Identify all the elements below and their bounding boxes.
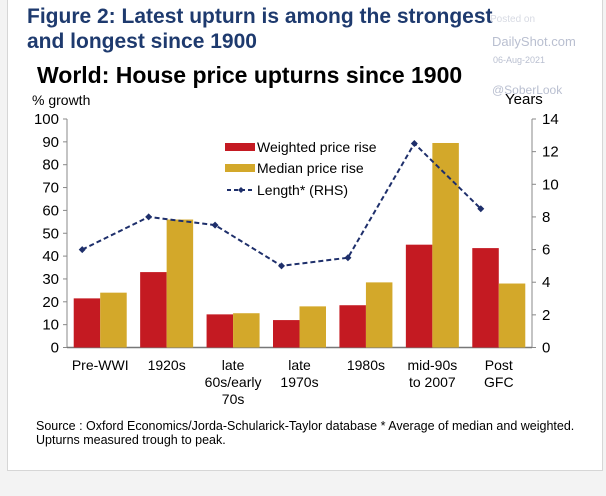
watermark-site: DailyShot.com	[492, 34, 576, 49]
bar-weighted	[405, 244, 433, 348]
bar-median	[365, 282, 393, 348]
bar-median	[498, 283, 526, 348]
y-axis-right-label: Years	[505, 91, 543, 108]
category-label: 60s/early	[205, 374, 262, 390]
bars	[73, 142, 526, 348]
length-point	[477, 205, 485, 213]
y-axis-left-label: % growth	[32, 92, 91, 108]
category-label: 1980s	[347, 357, 385, 373]
bar-median	[233, 313, 260, 348]
bar-median	[166, 219, 194, 348]
y-tick-label-right: 10	[542, 176, 559, 193]
category-label: Pre-WWI	[72, 357, 129, 373]
legend-swatch-median	[225, 164, 255, 172]
y-tick-label-right: 6	[542, 242, 550, 259]
figure-title-line2: and longest since 1900	[27, 30, 257, 53]
y-tick-label-right: 8	[542, 209, 550, 226]
y-tick-label-right: 2	[542, 307, 550, 324]
y-tick-label-left: 50	[42, 225, 59, 242]
length-point	[344, 254, 352, 262]
category-label: 1970s	[280, 374, 318, 390]
watermark-handle: @SoberLook	[492, 83, 563, 97]
figure-card	[7, 0, 603, 471]
category-label: Post	[485, 357, 513, 373]
category-labels: Pre-WWI 1920s late60s/early70slate1970s198…	[72, 357, 514, 407]
chart-title: World: House price upturns since 1900	[37, 62, 463, 88]
bar-weighted	[140, 272, 167, 348]
chart-plot: 0 10 20 30 40 50 60 70 80 90 100 0 2 4 6 8 10 12 14 Pre-WW…	[34, 111, 559, 407]
y-tick-label-left: 20	[42, 294, 59, 311]
bar-weighted	[339, 305, 366, 348]
length-point	[78, 246, 86, 254]
y-tick-label-left: 70	[42, 180, 59, 197]
y-tick-label-right: 0	[542, 340, 550, 357]
watermark-posted: Posted on	[490, 14, 536, 25]
y-tick-label-left: 80	[42, 157, 59, 174]
y-tick-label-left: 30	[42, 271, 59, 288]
y-tick-label-right: 4	[542, 274, 550, 291]
bar-weighted	[273, 320, 300, 348]
source-note: Source : Oxford Economics/Jorda-Schulari…	[36, 419, 575, 447]
bar-weighted	[472, 248, 499, 348]
category-label: GFC	[484, 374, 514, 390]
y-tick-label-right: 12	[542, 144, 559, 161]
y-tick-label-left: 0	[51, 340, 59, 357]
category-label: 1920s	[148, 357, 186, 373]
legend: Weighted price rise Median price rise Leng…	[225, 139, 377, 198]
watermark-date: 06-Aug-2021	[493, 55, 546, 65]
figure-title-line1: Figure 2: Latest upturn is among the str…	[27, 5, 493, 28]
bar-median	[100, 292, 127, 348]
category-label: late	[288, 357, 311, 373]
category-label: 70s	[222, 391, 245, 407]
length-point	[410, 139, 418, 147]
legend-marker-length	[238, 187, 244, 193]
y-tick-label-left: 90	[42, 134, 59, 151]
y-tick-label-left: 100	[34, 111, 59, 128]
legend-label-length: Length* (RHS)	[257, 182, 348, 198]
bar-weighted	[206, 314, 234, 348]
category-label: to 2007	[409, 374, 456, 390]
length-point	[211, 221, 219, 229]
category-label: mid-90s	[407, 357, 457, 373]
y-tick-label-left: 40	[42, 248, 59, 265]
length-point	[145, 213, 153, 221]
category-label: late	[222, 357, 245, 373]
legend-label-median: Median price rise	[257, 160, 364, 176]
figure-title: Figure 2: Latest upturn is among the str…	[27, 4, 493, 54]
bar-median	[299, 306, 326, 348]
y-tick-label-left: 60	[42, 202, 59, 219]
legend-label-weighted: Weighted price rise	[257, 139, 377, 155]
bar-median	[432, 142, 459, 348]
y-tick-label-left: 10	[42, 317, 59, 334]
legend-swatch-weighted	[225, 143, 255, 151]
length-line	[78, 139, 485, 270]
length-point	[278, 262, 285, 270]
y-tick-label-right: 14	[542, 111, 559, 128]
bar-weighted	[73, 298, 101, 348]
